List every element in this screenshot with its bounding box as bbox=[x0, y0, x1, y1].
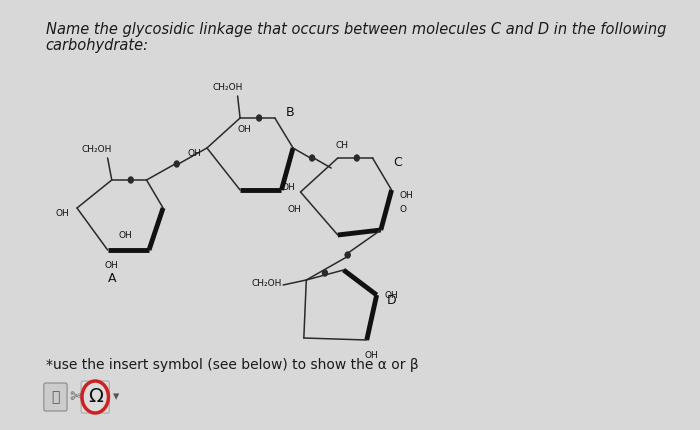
Text: OH: OH bbox=[105, 261, 118, 270]
Circle shape bbox=[257, 115, 262, 121]
Text: ⌖: ⌖ bbox=[51, 390, 60, 404]
Text: OH: OH bbox=[55, 209, 69, 218]
Text: O: O bbox=[400, 206, 407, 215]
Circle shape bbox=[309, 155, 314, 161]
Text: CH₂OH: CH₂OH bbox=[251, 279, 282, 288]
FancyBboxPatch shape bbox=[81, 381, 109, 413]
Text: B: B bbox=[286, 105, 294, 119]
Text: Ω: Ω bbox=[88, 387, 103, 406]
FancyBboxPatch shape bbox=[44, 383, 67, 411]
Text: *use the insert symbol (see below) to show the α or β: *use the insert symbol (see below) to sh… bbox=[46, 358, 418, 372]
Text: OH: OH bbox=[364, 350, 378, 359]
Circle shape bbox=[174, 161, 179, 167]
Text: D: D bbox=[387, 294, 396, 307]
Text: Name the glycosidic linkage that occurs between molecules C and D in the followi: Name the glycosidic linkage that occurs … bbox=[46, 22, 666, 37]
Text: OH: OH bbox=[119, 230, 133, 240]
Text: OH: OH bbox=[281, 182, 295, 191]
Text: CH: CH bbox=[335, 141, 349, 150]
Text: CH₂OH: CH₂OH bbox=[213, 83, 243, 92]
Text: OH: OH bbox=[188, 148, 202, 157]
Circle shape bbox=[354, 155, 359, 161]
Text: OH: OH bbox=[237, 126, 251, 135]
Text: A: A bbox=[108, 271, 116, 285]
Text: ▾: ▾ bbox=[113, 390, 119, 403]
Text: OH: OH bbox=[400, 190, 414, 200]
Text: OH: OH bbox=[287, 206, 301, 215]
Circle shape bbox=[323, 270, 328, 276]
Text: CH₂OH: CH₂OH bbox=[82, 145, 112, 154]
Text: C: C bbox=[393, 156, 402, 169]
Text: carbohydrate:: carbohydrate: bbox=[46, 38, 148, 53]
Circle shape bbox=[345, 252, 350, 258]
Circle shape bbox=[128, 177, 133, 183]
Text: OH: OH bbox=[385, 291, 398, 300]
Text: ✄: ✄ bbox=[69, 388, 83, 406]
